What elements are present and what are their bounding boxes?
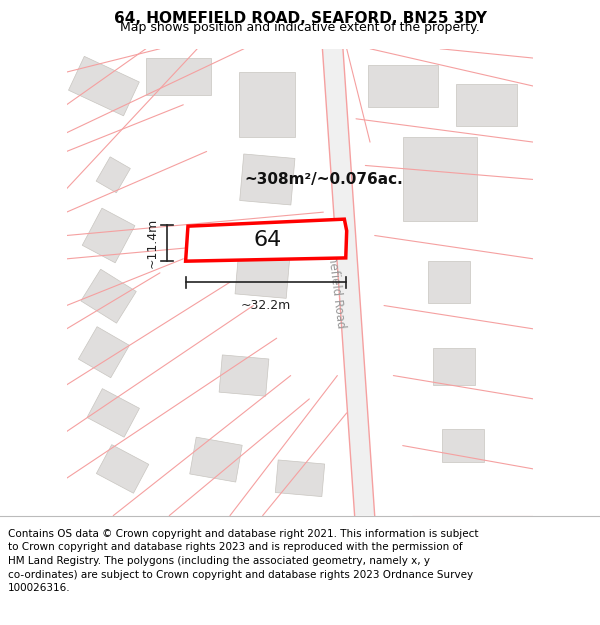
Polygon shape [190,437,242,482]
Polygon shape [240,154,295,205]
Text: Map shows position and indicative extent of the property.: Map shows position and indicative extent… [120,21,480,34]
Polygon shape [322,49,374,516]
Polygon shape [442,429,484,462]
Text: 64: 64 [253,230,281,250]
Polygon shape [433,348,475,385]
Polygon shape [457,84,517,126]
Text: 64, HOMEFIELD ROAD, SEAFORD, BN25 3DY: 64, HOMEFIELD ROAD, SEAFORD, BN25 3DY [113,11,487,26]
Polygon shape [96,157,130,192]
Polygon shape [428,261,470,303]
Text: Contains OS data © Crown copyright and database right 2021. This information is : Contains OS data © Crown copyright and d… [8,529,478,593]
Polygon shape [239,72,295,138]
Polygon shape [275,460,325,497]
Polygon shape [82,208,135,263]
Polygon shape [219,355,269,396]
Text: Homefield Road: Homefield Road [323,235,347,329]
Text: ~11.4m: ~11.4m [146,218,158,268]
Polygon shape [87,389,139,438]
Polygon shape [146,58,211,96]
Polygon shape [97,444,149,493]
Text: ~32.2m: ~32.2m [241,299,291,311]
Polygon shape [185,219,347,261]
Polygon shape [235,248,290,298]
Polygon shape [81,269,136,323]
Polygon shape [403,138,478,221]
Text: ~308m²/~0.076ac.: ~308m²/~0.076ac. [244,172,403,187]
Polygon shape [79,327,130,378]
Polygon shape [368,65,438,107]
Polygon shape [68,56,139,116]
